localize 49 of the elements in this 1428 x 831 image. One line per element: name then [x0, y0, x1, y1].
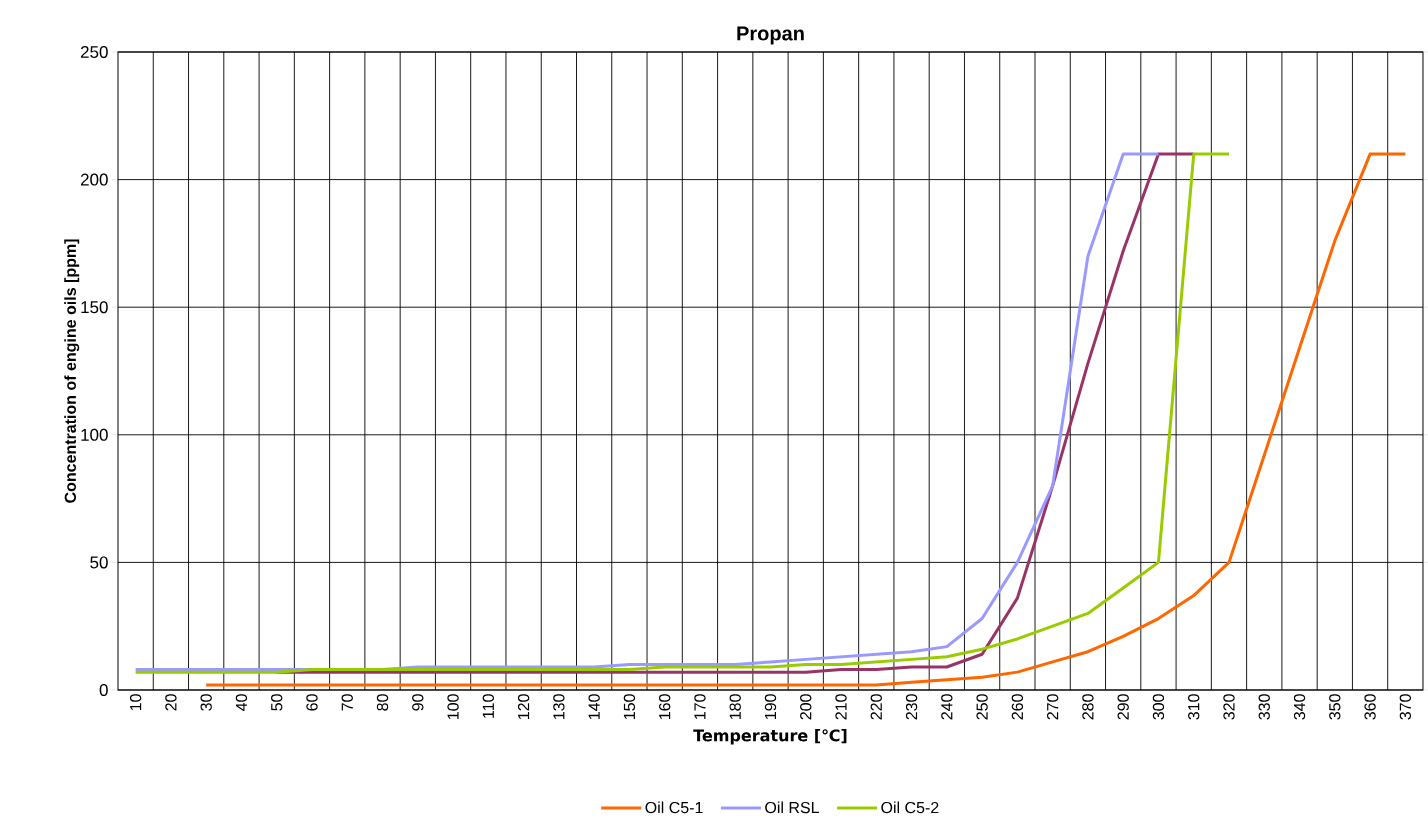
- y-tick-label: 0: [99, 683, 108, 697]
- x-tick-label: 340: [1293, 694, 1306, 720]
- x-tick-label: 330: [1258, 694, 1270, 720]
- x-tick-label: 240: [941, 694, 953, 720]
- x-tick-label: 280: [1082, 694, 1094, 720]
- x-tick-label: 10: [129, 694, 142, 711]
- chart-title: Propan: [737, 26, 804, 45]
- x-tick-label: 290: [1117, 694, 1129, 720]
- x-tick-label: 50: [271, 694, 283, 711]
- y-tick-label: 100: [81, 428, 108, 441]
- x-tick-label: 220: [870, 694, 882, 720]
- x-tick-label: 150: [623, 694, 636, 720]
- x-tick-label: 120: [517, 694, 530, 720]
- x-tick-label: 180: [729, 694, 741, 720]
- x-tick-label: 30: [200, 694, 212, 711]
- x-tick-label: 190: [764, 694, 777, 720]
- x-tick-label: 170: [694, 694, 706, 720]
- x-tick-label: 310: [1188, 694, 1200, 720]
- x-tick-label: 270: [1046, 694, 1059, 720]
- y-tick-label: 250: [80, 45, 108, 59]
- x-tick-label: 260: [1011, 694, 1024, 720]
- y-tick-label: 50: [90, 556, 108, 569]
- x-tick-label: 370: [1399, 694, 1411, 720]
- y-axis-title: Concentration of engine oils [ppm]: [64, 239, 80, 503]
- y-tick-label: 200: [80, 173, 108, 186]
- x-axis-title: Temperature [℃]: [693, 729, 847, 745]
- x-tick-label: 360: [1364, 694, 1376, 720]
- x-tick-label: 230: [905, 694, 918, 720]
- x-tick-label: 40: [235, 694, 248, 711]
- legend-label: Oil C5-2: [881, 801, 939, 814]
- y-tick-label: 150: [81, 301, 108, 314]
- x-tick-label: 20: [165, 694, 177, 711]
- x-tick-label: 300: [1152, 694, 1165, 720]
- x-tick-label: 100: [447, 694, 459, 720]
- legend-label: Oil RSL: [765, 801, 819, 814]
- x-tick-label: 200: [800, 694, 812, 720]
- x-tick-label: 160: [659, 694, 671, 720]
- x-tick-label: 140: [588, 694, 600, 720]
- legend-label: Oil C5-1: [645, 801, 703, 814]
- x-tick-label: 110: [482, 694, 494, 718]
- x-tick-label: 210: [835, 694, 847, 720]
- x-tick-label: 350: [1329, 694, 1341, 720]
- x-tick-label: 90: [412, 694, 424, 711]
- x-tick-label: 320: [1223, 694, 1235, 720]
- x-tick-label: 60: [306, 694, 318, 711]
- x-tick-label: 250: [976, 694, 988, 720]
- x-tick-label: 70: [341, 694, 353, 711]
- x-tick-label: 80: [376, 694, 389, 711]
- x-tick-label: 130: [553, 694, 565, 720]
